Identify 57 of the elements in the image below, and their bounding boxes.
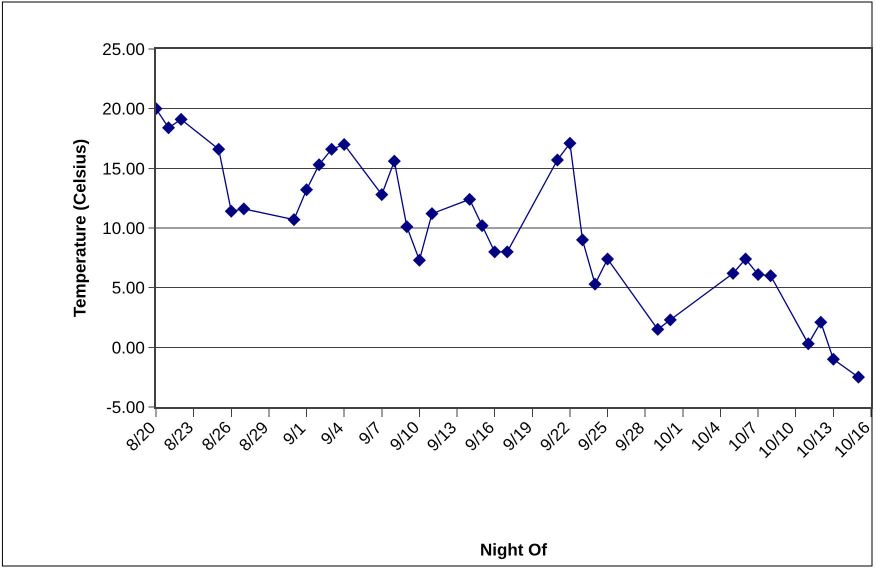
point: [576, 233, 589, 246]
point: [764, 269, 778, 282]
x-axis-title: Night Of: [480, 540, 548, 560]
x-tick-label: 9/16: [461, 418, 498, 455]
point: [375, 188, 388, 202]
x-tick-label: 9/1: [279, 418, 310, 449]
x-tick-label: 9/4: [317, 418, 348, 449]
y-tick-label: 5.00: [112, 278, 145, 298]
x-tick-label: 9/28: [611, 418, 648, 456]
y-tick-label: 0.00: [112, 338, 145, 358]
point: [664, 313, 677, 326]
point: [162, 121, 176, 134]
y-tick-label: 25.00: [102, 40, 145, 59]
point: [174, 112, 188, 126]
point: [212, 142, 226, 156]
x-tick-label: 8/29: [235, 418, 272, 455]
x-tick-label: 9/19: [499, 418, 536, 455]
point: [739, 252, 752, 266]
x-tick-label: 9/7: [355, 418, 386, 448]
point: [287, 213, 300, 226]
point: [224, 204, 238, 218]
x-tick-label: 10/1: [649, 418, 686, 455]
point: [826, 352, 840, 366]
point: [588, 278, 602, 291]
y-axis-title: Temperature (Celsius): [70, 138, 90, 318]
point: [500, 245, 514, 258]
y-tick-label: 15.00: [102, 159, 145, 178]
x-tick-label: 9/13: [423, 418, 460, 456]
point: [476, 219, 489, 232]
point: [412, 254, 426, 267]
point: [237, 202, 250, 216]
point: [563, 136, 576, 150]
point: [325, 142, 338, 156]
x-tick-label: 8/26: [198, 418, 236, 454]
point: [550, 153, 564, 166]
point: [425, 207, 438, 220]
y-tick-label: 20.00: [102, 100, 145, 119]
point: [802, 337, 815, 350]
point: [388, 154, 401, 168]
point: [312, 158, 326, 172]
x-tick-label: 8/20: [122, 418, 160, 456]
y-tick-label: 10.00: [102, 218, 145, 238]
point: [726, 266, 740, 280]
y-tick-label: -5.00: [106, 398, 145, 417]
point: [601, 252, 614, 266]
x-tick-label: 9/10: [386, 418, 424, 455]
point: [400, 220, 414, 234]
point: [752, 268, 765, 282]
point: [300, 183, 314, 196]
point: [814, 316, 828, 329]
point: [463, 192, 476, 206]
point: [338, 138, 351, 151]
x-tick-label: 8/23: [160, 418, 198, 455]
x-tick-label: 9/22: [536, 418, 574, 455]
point: [651, 322, 664, 336]
point: [852, 370, 865, 384]
point: [488, 245, 502, 258]
